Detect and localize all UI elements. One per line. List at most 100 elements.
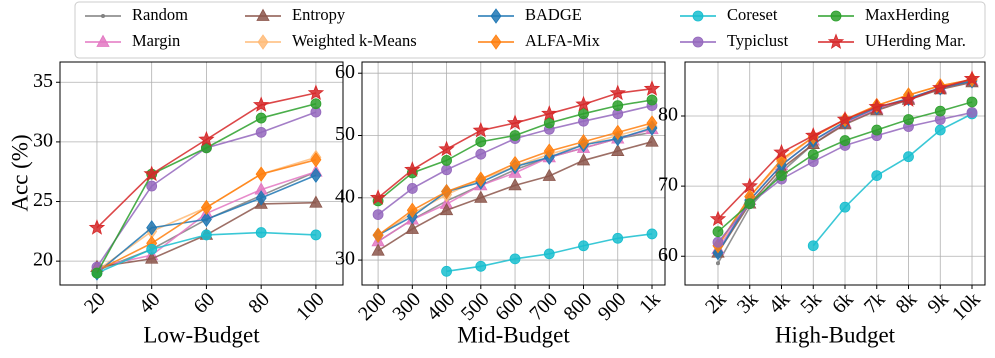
data-point — [963, 70, 981, 86]
data-point — [404, 161, 421, 177]
y-axis-label: Acc (%) — [7, 134, 32, 211]
data-point — [441, 164, 452, 176]
x-tick-label: 400 — [423, 288, 460, 325]
data-point — [903, 151, 914, 163]
y-tick-label: 35 — [33, 70, 53, 92]
x-tick-label: 8k — [892, 288, 922, 318]
data-point — [371, 243, 385, 256]
data-point — [310, 152, 322, 168]
x-tick-label: 3k — [733, 288, 763, 318]
data-point — [934, 124, 946, 136]
data-point — [934, 105, 946, 117]
data-point — [741, 177, 758, 194]
x-tick-label: 900 — [594, 288, 631, 325]
x-tick-label: 800 — [560, 288, 597, 325]
data-point — [509, 253, 521, 265]
data-point — [612, 124, 624, 141]
legend-label: Entropy — [292, 5, 346, 24]
y-tick-label: 60 — [335, 61, 355, 83]
x-tick-label: 9k — [923, 288, 953, 318]
data-point — [146, 180, 158, 192]
data-point — [646, 115, 658, 131]
data-point — [310, 98, 322, 110]
data-point — [441, 265, 452, 277]
x-axis-label: Mid-Budget — [457, 322, 570, 347]
data-point — [712, 236, 724, 248]
data-point — [609, 84, 626, 101]
data-point — [198, 130, 215, 147]
x-tick-label: 7k — [860, 288, 890, 318]
data-point — [506, 114, 524, 131]
plot-series — [88, 84, 325, 281]
plot-series — [709, 70, 981, 266]
data-point — [88, 219, 106, 235]
data-point — [146, 220, 158, 236]
legend-label: ALFA-Mix — [525, 31, 601, 50]
legend-marker — [96, 34, 110, 47]
data-point — [508, 178, 522, 191]
data-point — [475, 136, 487, 148]
data-point — [255, 190, 267, 206]
x-tick-label: 700 — [525, 288, 562, 325]
data-point — [406, 183, 418, 194]
plot-frame — [59, 61, 344, 286]
data-point — [900, 91, 917, 107]
data-point — [805, 127, 822, 143]
legend-label: Margin — [132, 31, 180, 50]
data-point — [474, 190, 488, 203]
data-point — [509, 130, 521, 141]
data-point — [372, 227, 384, 243]
data-point — [145, 251, 159, 264]
x-tick-label: 10k — [948, 288, 985, 325]
legend-marker — [490, 34, 502, 50]
legend-label: Typiclust — [727, 31, 789, 50]
data-point — [201, 229, 212, 241]
legend-label: MaxHerding — [865, 5, 949, 24]
x-tick-label: 100 — [292, 288, 329, 325]
y-tick-label: 60 — [658, 244, 678, 266]
data-point — [578, 240, 589, 252]
x-tick-label: 600 — [491, 288, 528, 325]
data-point — [612, 100, 624, 112]
data-point — [744, 198, 756, 210]
data-point — [255, 126, 267, 138]
y-tick-label: 80 — [658, 104, 678, 126]
plot-series — [369, 80, 661, 277]
data-point — [441, 183, 453, 200]
legend-label: Coreset — [727, 5, 778, 24]
y-tick-label: 50 — [335, 123, 355, 145]
data-point — [712, 226, 724, 238]
data-point — [372, 209, 384, 221]
data-point — [645, 134, 659, 147]
y-tick-label: 70 — [658, 174, 678, 196]
data-point — [252, 96, 270, 112]
legend-marker — [692, 36, 704, 48]
data-point — [310, 229, 322, 241]
data-point — [405, 221, 420, 234]
data-point — [509, 155, 521, 172]
data-point — [576, 153, 591, 166]
data-point — [612, 232, 624, 244]
data-point — [807, 240, 819, 252]
data-point — [871, 124, 883, 136]
legend-label: Weighted k-Means — [292, 31, 417, 50]
x-tick-label: 6k — [828, 288, 858, 318]
data-point — [839, 135, 851, 146]
data-point — [255, 166, 267, 182]
data-point — [575, 95, 592, 112]
data-point — [146, 243, 158, 255]
data-point — [543, 248, 555, 260]
data-point — [143, 165, 160, 182]
series-line — [812, 113, 973, 247]
data-point — [773, 143, 790, 160]
data-point — [807, 149, 819, 160]
data-point — [255, 112, 267, 124]
legend-label: BADGE — [525, 5, 582, 24]
data-point — [543, 143, 555, 159]
data-point — [932, 79, 949, 95]
data-point — [868, 98, 885, 114]
legend-label: UHerding Mar. — [865, 31, 966, 50]
plot-frame — [684, 61, 986, 286]
data-point — [439, 202, 454, 216]
data-point — [966, 107, 978, 118]
